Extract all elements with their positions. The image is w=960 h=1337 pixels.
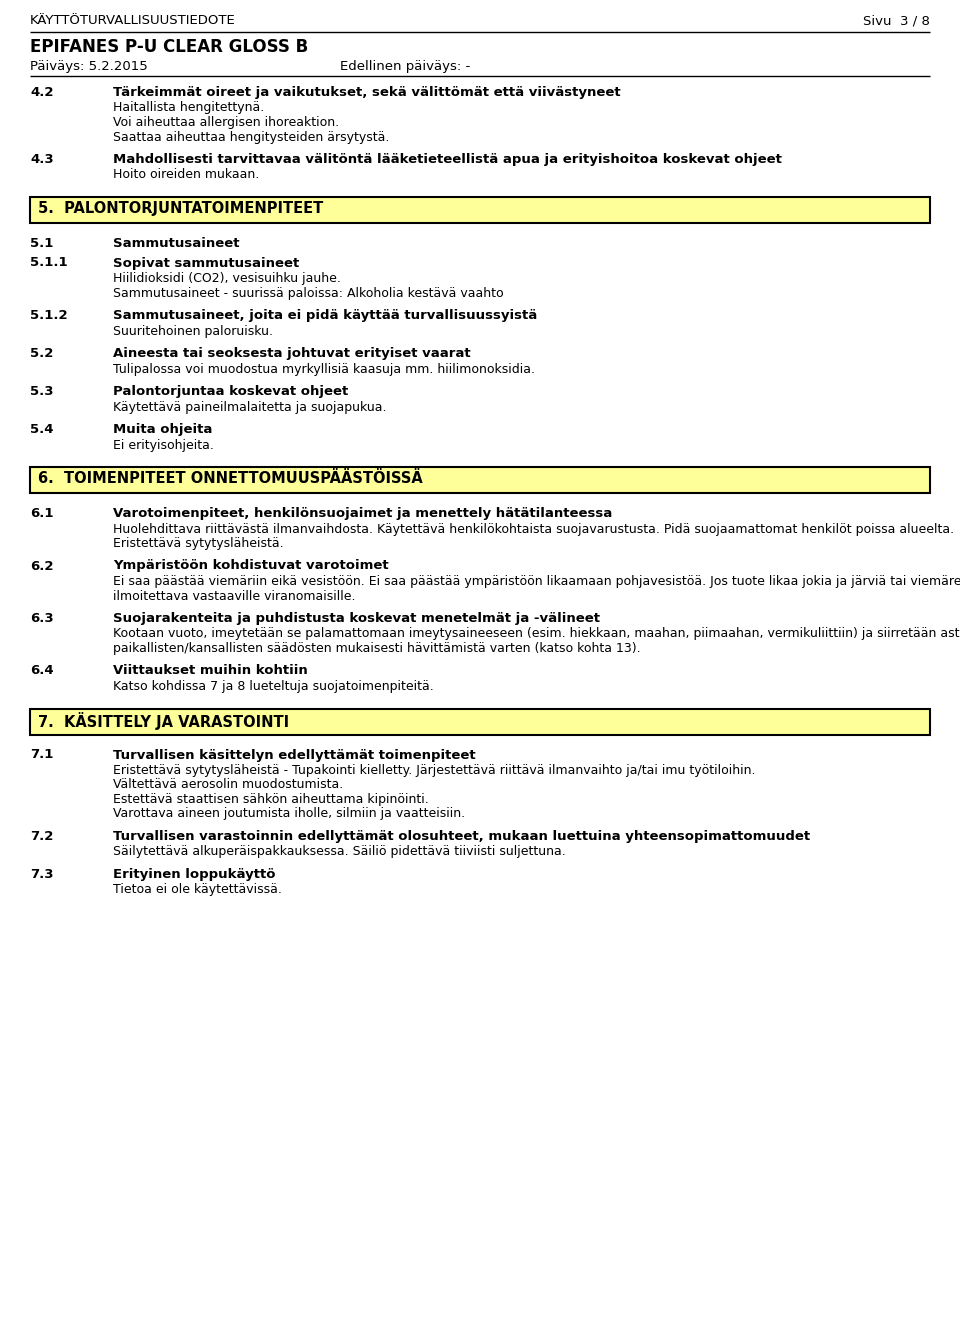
Text: 6.2: 6.2 <box>30 559 54 572</box>
Text: Eristettävä sytytysläheistä - Tupakointi kielletty. Järjestettävä riittävä ilman: Eristettävä sytytysläheistä - Tupakointi… <box>113 763 756 777</box>
Text: Sivu  3 / 8: Sivu 3 / 8 <box>863 13 930 27</box>
Text: ilmoitettava vastaaville viranomaisille.: ilmoitettava vastaaville viranomaisille. <box>113 590 355 603</box>
Text: Turvallisen käsittelyn edellyttämät toimenpiteet: Turvallisen käsittelyn edellyttämät toim… <box>113 749 475 762</box>
Text: Suuritehoinen paloruisku.: Suuritehoinen paloruisku. <box>113 325 273 337</box>
Text: Eristettävä sytytysläheistä.: Eristettävä sytytysläheistä. <box>113 537 283 550</box>
Text: Hoito oireiden mukaan.: Hoito oireiden mukaan. <box>113 168 259 182</box>
Text: 5.3: 5.3 <box>30 385 54 398</box>
Text: 5.  PALONTORJUNTATOIMENPITEET: 5. PALONTORJUNTATOIMENPITEET <box>38 201 324 217</box>
Text: Tulipalossa voi muodostua myrkyllisiä kaasuja mm. hiilimonoksidia.: Tulipalossa voi muodostua myrkyllisiä ka… <box>113 362 535 376</box>
Text: 7.3: 7.3 <box>30 868 54 881</box>
Text: Katso kohdissa 7 ja 8 lueteltuja suojatoimenpiteitä.: Katso kohdissa 7 ja 8 lueteltuja suojato… <box>113 681 434 693</box>
Text: Säilytettävä alkuperäispakkauksessa. Säiliö pidettävä tiiviisti suljettuna.: Säilytettävä alkuperäispakkauksessa. Säi… <box>113 845 565 858</box>
Text: 6.  TOIMENPITEET ONNETTOMUUSPÄÄSTÖISSÄ: 6. TOIMENPITEET ONNETTOMUUSPÄÄSTÖISSÄ <box>38 471 422 487</box>
Text: 5.2: 5.2 <box>30 348 54 360</box>
Bar <box>30 197 930 223</box>
Text: 7.2: 7.2 <box>30 830 54 844</box>
Text: 6.4: 6.4 <box>30 664 54 678</box>
Text: 4.2: 4.2 <box>30 86 54 99</box>
Text: 4.3: 4.3 <box>30 152 54 166</box>
Text: paikallisten/kansallisten säädösten mukaisesti hävittämistä varten (katso kohta : paikallisten/kansallisten säädösten muka… <box>113 642 640 655</box>
Text: Sammutusaineet, joita ei pidä käyttää turvallisuussyistä: Sammutusaineet, joita ei pidä käyttää tu… <box>113 309 538 322</box>
Text: Viittaukset muihin kohtiin: Viittaukset muihin kohtiin <box>113 664 308 678</box>
Text: Muita ohjeita: Muita ohjeita <box>113 422 212 436</box>
Bar <box>30 709 930 734</box>
Text: Edellinen päiväys: -: Edellinen päiväys: - <box>340 60 470 74</box>
Text: Huolehdittava riittävästä ilmanvaihdosta. Käytettävä henkilökohtaista suojavarus: Huolehdittava riittävästä ilmanvaihdosta… <box>113 523 954 536</box>
Text: 5.1.2: 5.1.2 <box>30 309 67 322</box>
Text: Ei saa päästää viemäriin eikä vesistöön. Ei saa päästää ympäristöön likaamaan po: Ei saa päästää viemäriin eikä vesistöön.… <box>113 575 960 588</box>
Text: Mahdollisesti tarvittavaa välitöntä lääketieteellistä apua ja erityishoitoa kosk: Mahdollisesti tarvittavaa välitöntä lääk… <box>113 152 781 166</box>
Text: Ei erityisohjeita.: Ei erityisohjeita. <box>113 439 214 452</box>
Bar <box>30 467 930 493</box>
Text: Varotoimenpiteet, henkilönsuojaimet ja menettely hätätilanteessa: Varotoimenpiteet, henkilönsuojaimet ja m… <box>113 507 612 520</box>
Text: KÄYTTÖTURVALLISUUSTIEDOTE: KÄYTTÖTURVALLISUUSTIEDOTE <box>30 13 236 27</box>
Text: Saattaa aiheuttaa hengitysteiden ärsytystä.: Saattaa aiheuttaa hengitysteiden ärsytys… <box>113 131 390 143</box>
Text: Aineesta tai seoksesta johtuvat erityiset vaarat: Aineesta tai seoksesta johtuvat erityise… <box>113 348 470 360</box>
Text: Turvallisen varastoinnin edellyttämät olosuhteet, mukaan luettuina yhteensopimat: Turvallisen varastoinnin edellyttämät ol… <box>113 830 810 844</box>
Text: 7.1: 7.1 <box>30 749 54 762</box>
Text: Suojarakenteita ja puhdistusta koskevat menetelmät ja -välineet: Suojarakenteita ja puhdistusta koskevat … <box>113 612 600 624</box>
Text: Varottava aineen joutumista iholle, silmiin ja vaatteisiin.: Varottava aineen joutumista iholle, silm… <box>113 808 466 821</box>
Text: Tärkeimmät oireet ja vaikutukset, sekä välittömät että viivästyneet: Tärkeimmät oireet ja vaikutukset, sekä v… <box>113 86 620 99</box>
Text: 5.1: 5.1 <box>30 237 54 250</box>
Text: Hiilidioksidi (CO2), vesisuihku jauhe.: Hiilidioksidi (CO2), vesisuihku jauhe. <box>113 271 341 285</box>
Text: Päiväys: 5.2.2015: Päiväys: 5.2.2015 <box>30 60 148 74</box>
Text: 5.4: 5.4 <box>30 422 54 436</box>
Text: EPIFANES P-U CLEAR GLOSS B: EPIFANES P-U CLEAR GLOSS B <box>30 37 308 56</box>
Text: Sammutusaineet - suurissä paloissa: Alkoholia kestävä vaahto: Sammutusaineet - suurissä paloissa: Alko… <box>113 286 504 299</box>
Text: Tietoa ei ole käytettävissä.: Tietoa ei ole käytettävissä. <box>113 884 282 897</box>
Text: 6.1: 6.1 <box>30 507 54 520</box>
Text: 5.1.1: 5.1.1 <box>30 257 67 270</box>
Text: Haitallista hengitettynä.: Haitallista hengitettynä. <box>113 102 264 115</box>
Text: Ympäristöön kohdistuvat varotoimet: Ympäristöön kohdistuvat varotoimet <box>113 559 389 572</box>
Text: Voi aiheuttaa allergisen ihoreaktion.: Voi aiheuttaa allergisen ihoreaktion. <box>113 116 339 128</box>
Text: Sammutusaineet: Sammutusaineet <box>113 237 239 250</box>
Text: Käytettävä paineilmalaitetta ja suojapukua.: Käytettävä paineilmalaitetta ja suojapuk… <box>113 401 387 413</box>
Text: Vältettävä aerosolin muodostumista.: Vältettävä aerosolin muodostumista. <box>113 778 344 792</box>
Text: Estettävä staattisen sähkön aiheuttama kipinöinti.: Estettävä staattisen sähkön aiheuttama k… <box>113 793 429 806</box>
Text: Sopivat sammutusaineet: Sopivat sammutusaineet <box>113 257 300 270</box>
Text: Palontorjuntaa koskevat ohjeet: Palontorjuntaa koskevat ohjeet <box>113 385 348 398</box>
Text: Erityinen loppukäyttö: Erityinen loppukäyttö <box>113 868 276 881</box>
Text: 7.  KÄSITTELY JA VARASTOINTI: 7. KÄSITTELY JA VARASTOINTI <box>38 713 289 730</box>
Text: Kootaan vuoto, imeytetään se palamattomaan imeytysaineeseen (esim. hiekkaan, maa: Kootaan vuoto, imeytetään se palamattoma… <box>113 627 960 640</box>
Text: 6.3: 6.3 <box>30 612 54 624</box>
